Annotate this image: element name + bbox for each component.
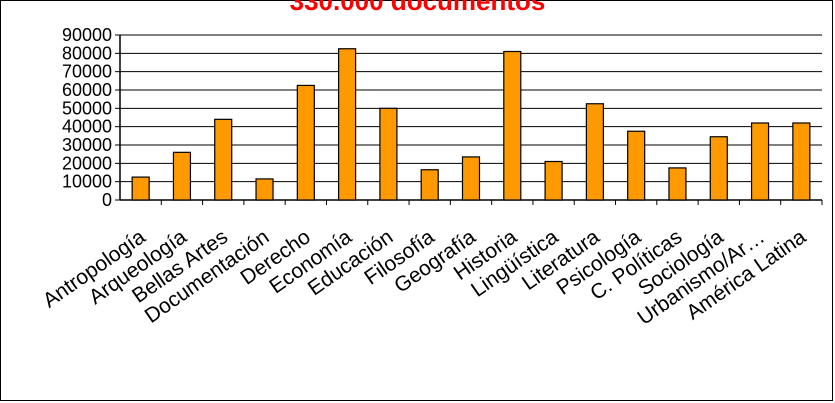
y-tick-label: 0	[102, 190, 112, 210]
bar	[214, 118, 233, 201]
y-tick-label: 20000	[62, 153, 112, 173]
bar	[544, 160, 563, 201]
y-tick-label: 50000	[62, 98, 112, 118]
bar	[131, 176, 150, 201]
bar	[338, 48, 357, 201]
bar	[503, 50, 522, 201]
bar	[709, 136, 728, 201]
bar	[750, 122, 770, 201]
y-tick-label: 90000	[62, 25, 112, 45]
y-tick-label: 10000	[62, 172, 112, 192]
y-tick-label: 60000	[62, 80, 112, 100]
bar	[379, 107, 398, 201]
chart-title: 330.000 documentos	[289, 0, 546, 16]
bar	[296, 84, 315, 201]
y-tick-label: 30000	[62, 135, 112, 155]
y-tick-label: 80000	[62, 43, 112, 63]
y-tick-label: 40000	[62, 117, 112, 137]
bar	[668, 167, 687, 201]
bar	[585, 103, 604, 201]
bar	[255, 178, 274, 201]
bar	[461, 156, 481, 201]
bar	[420, 169, 439, 201]
y-tick-label: 70000	[62, 62, 112, 82]
bar	[627, 130, 646, 201]
bar	[792, 122, 811, 201]
bar	[172, 151, 192, 201]
